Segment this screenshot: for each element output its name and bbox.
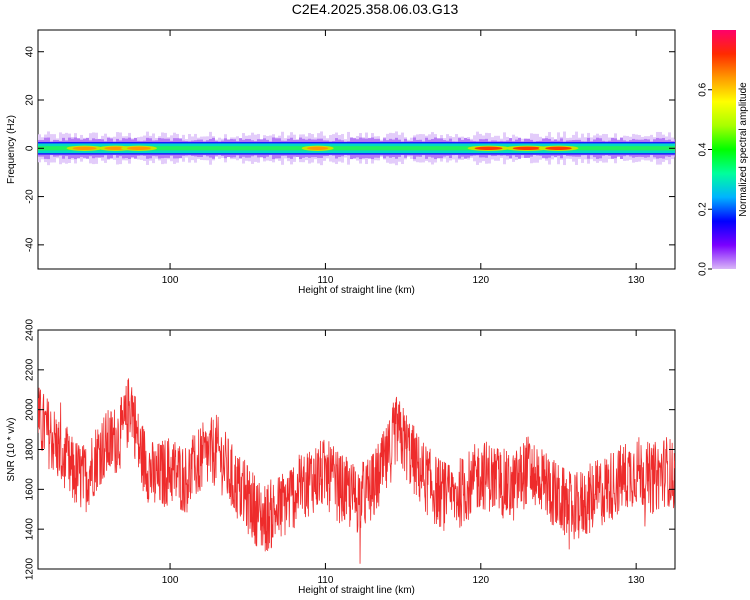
colorbar: 0.0 0.2 0.4 0.6 Normalized spectral amplitu… xyxy=(698,30,749,276)
heatmap-y-axis: -40 -20 0 20 40 xyxy=(25,46,675,252)
heatmap-band-center xyxy=(38,146,675,151)
snr-x-axis-label: Height of straight line (km) xyxy=(298,585,415,596)
colorbar-tick-label: 0.0 xyxy=(698,262,709,276)
y-tick-label: 1200 xyxy=(25,557,36,580)
y-tick-label: -40 xyxy=(25,237,36,252)
heatmap-hotspot-peak xyxy=(474,146,503,150)
heatmap-hotspot-peak xyxy=(72,146,97,150)
heatmap-band xyxy=(38,131,675,166)
colorbar-gradient xyxy=(712,30,736,269)
heatmap-y-axis-label: Frequency (Hz) xyxy=(6,115,17,184)
x-tick-label: 130 xyxy=(628,275,645,286)
heatmap-hotspot-peak xyxy=(545,146,572,150)
y-tick-label: 1400 xyxy=(25,518,36,541)
y-tick-label: -20 xyxy=(25,189,36,204)
heatmap-panel: 100 110 120 130 -40 -20 0 20 40 Height of strai… xyxy=(6,29,676,296)
x-tick-label: 110 xyxy=(317,275,333,286)
y-tick-label: 2000 xyxy=(25,398,36,421)
heatmap-hotspot-peak xyxy=(126,146,151,150)
chart-title: C2E4.2025.358.06.03.G13 xyxy=(291,1,459,17)
heatmap-hotspot-peak xyxy=(512,146,543,150)
y-tick-label: 0 xyxy=(25,145,36,151)
x-tick-label: 100 xyxy=(162,275,179,286)
y-tick-label: 40 xyxy=(25,46,36,58)
snr-x-axis: 100 110 120 130 xyxy=(162,330,645,586)
snr-series-line xyxy=(38,378,675,564)
x-tick-label: 120 xyxy=(472,575,489,586)
x-tick-label: 120 xyxy=(472,275,489,286)
y-tick-label: 1600 xyxy=(25,478,36,501)
snr-panel: 100 110 120 130 1200 1400 1600 1800 2000 2200 240… xyxy=(6,318,676,596)
snr-y-axis: 1200 1400 1600 1800 2000 2200 2400 xyxy=(25,318,675,580)
snr-plot-area xyxy=(37,329,676,570)
y-tick-label: 2200 xyxy=(25,358,36,381)
colorbar-tick-label: 0.6 xyxy=(698,82,709,96)
heatmap-x-axis: 100 110 120 130 xyxy=(162,30,645,286)
x-tick-label: 130 xyxy=(628,575,645,586)
heatmap-hotspot-peak xyxy=(306,146,329,150)
colorbar-label: Normalized spectral amplitude xyxy=(738,82,749,217)
colorbar-tick-label: 0.2 xyxy=(698,202,709,216)
y-tick-label: 20 xyxy=(25,94,36,106)
heatmap-x-axis-label: Height of straight line (km) xyxy=(298,285,415,296)
colorbar-tick-label: 0.4 xyxy=(698,142,709,156)
colorbar-ticks: 0.0 0.2 0.4 0.6 xyxy=(698,82,712,276)
y-tick-label: 2400 xyxy=(25,318,36,341)
x-tick-label: 100 xyxy=(162,575,179,586)
snr-y-axis-label: SNR (10 * v/v) xyxy=(6,418,17,482)
x-tick-label: 110 xyxy=(317,575,333,586)
heatmap-hotspot-peak xyxy=(104,146,128,150)
y-tick-label: 1800 xyxy=(25,438,36,461)
